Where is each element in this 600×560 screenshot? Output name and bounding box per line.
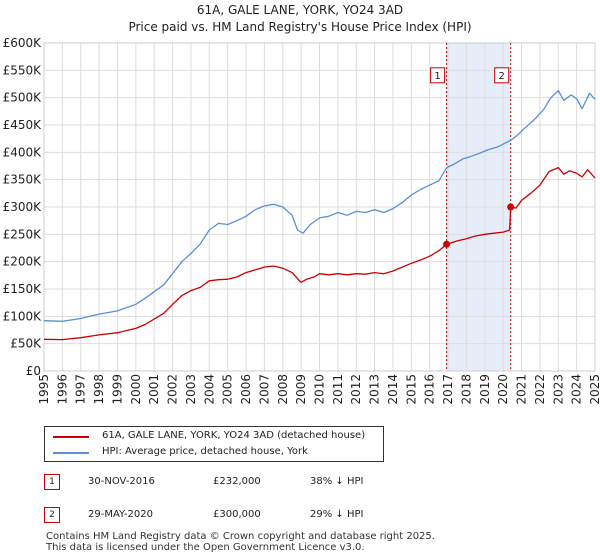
x-tick-label: 2000 xyxy=(129,374,143,405)
y-tick-label: £100K xyxy=(3,309,43,323)
y-tick-label: £150K xyxy=(3,282,43,296)
x-tick-label: 1999 xyxy=(110,374,124,405)
annotation-label: 2 xyxy=(499,71,505,82)
annotation-box xyxy=(430,67,446,84)
x-tick-label: 2020 xyxy=(496,374,510,405)
x-tick-label: 1996 xyxy=(55,374,69,405)
y-tick-label: £0 xyxy=(26,364,41,378)
legend-swatch-hpi xyxy=(53,452,89,454)
y-tick-label: £200K xyxy=(3,255,43,269)
x-tick-label: 2007 xyxy=(257,374,271,405)
footer-licence: This data is licensed under the Open Gov… xyxy=(46,542,365,553)
x-tick-label: 2022 xyxy=(533,374,547,405)
transaction-hpi-diff: 29% ↓ HPI xyxy=(310,509,364,520)
transaction-marker: 1 xyxy=(44,474,60,490)
x-tick-label: 1998 xyxy=(92,374,106,405)
y-tick-label: £550K xyxy=(3,63,43,77)
x-tick-label: 2008 xyxy=(276,374,290,405)
x-tick-label: 1997 xyxy=(74,374,88,405)
sale-point xyxy=(507,203,515,211)
x-tick-label: 2010 xyxy=(313,374,327,405)
x-tick-label: 2002 xyxy=(166,374,180,405)
transaction-date: 30-NOV-2016 xyxy=(88,476,155,487)
x-tick-label: 2021 xyxy=(515,374,529,405)
x-tick-label: 2018 xyxy=(459,374,473,405)
sale-point xyxy=(443,240,451,248)
x-tick-label: 2024 xyxy=(570,374,584,405)
legend-label-property: 61A, GALE LANE, YORK, YO24 3AD (detached… xyxy=(102,430,366,441)
transaction-marker: 2 xyxy=(44,507,60,523)
transaction-row: 2 29-MAY-2020 £300,000 29% ↓ HPI xyxy=(44,506,584,524)
legend: 61A, GALE LANE, YORK, YO24 3AD (detached… xyxy=(44,426,384,462)
y-tick-label: £400K xyxy=(3,145,43,159)
x-tick-label: 2023 xyxy=(551,374,565,405)
x-tick-label: 2005 xyxy=(221,374,235,405)
chart-subtitle: Price paid vs. HM Land Registry's House … xyxy=(128,20,472,34)
y-tick-label: £500K xyxy=(3,91,43,105)
x-tick-label: 2019 xyxy=(478,374,492,405)
transaction-row: 1 30-NOV-2016 £232,000 38% ↓ HPI xyxy=(44,473,584,491)
x-tick-label: 2001 xyxy=(147,374,161,405)
x-tick-label: 2006 xyxy=(239,374,253,405)
x-tick-label: 2003 xyxy=(184,374,198,405)
property-price-line xyxy=(43,166,596,341)
annotation-box xyxy=(494,67,510,84)
y-tick-label: £250K xyxy=(3,227,43,241)
annotation-label: 1 xyxy=(434,71,440,82)
x-tick-label: 2025 xyxy=(588,374,600,405)
y-tick-label: £450K xyxy=(3,118,43,132)
x-tick-label: 2012 xyxy=(349,374,363,405)
x-tick-label: 1995 xyxy=(37,374,51,405)
legend-label-hpi: HPI: Average price, detached house, York xyxy=(102,446,308,457)
y-tick-label: £300K xyxy=(3,200,43,214)
y-tick-label: £50K xyxy=(10,337,42,351)
y-tick-label: £350K xyxy=(3,173,43,187)
x-tick-label: 2011 xyxy=(331,374,345,405)
x-tick-label: 2016 xyxy=(423,374,437,405)
legend-swatch-property xyxy=(53,436,89,438)
x-tick-label: 2015 xyxy=(404,374,418,405)
chart-title: 61A, GALE LANE, YORK, YO24 3AD xyxy=(196,3,404,17)
transaction-price: £232,000 xyxy=(213,476,261,487)
footer-copyright: Contains HM Land Registry data © Crown c… xyxy=(46,531,435,542)
x-tick-label: 2004 xyxy=(202,374,216,405)
plot-frame xyxy=(43,42,596,372)
transaction-hpi-diff: 38% ↓ HPI xyxy=(310,476,364,487)
y-tick-label: £600K xyxy=(3,36,43,50)
x-tick-label: 2017 xyxy=(441,374,455,405)
hpi-line xyxy=(43,89,596,322)
x-tick-label: 2013 xyxy=(368,374,382,405)
transaction-price: £300,000 xyxy=(213,509,261,520)
price-chart: £0 £50K £100K £150K £200K £250K £300K £350K £400… xyxy=(3,36,600,405)
x-tick-label: 2009 xyxy=(294,374,308,405)
transaction-date: 29-MAY-2020 xyxy=(88,509,154,520)
x-tick-label: 2014 xyxy=(386,374,400,405)
